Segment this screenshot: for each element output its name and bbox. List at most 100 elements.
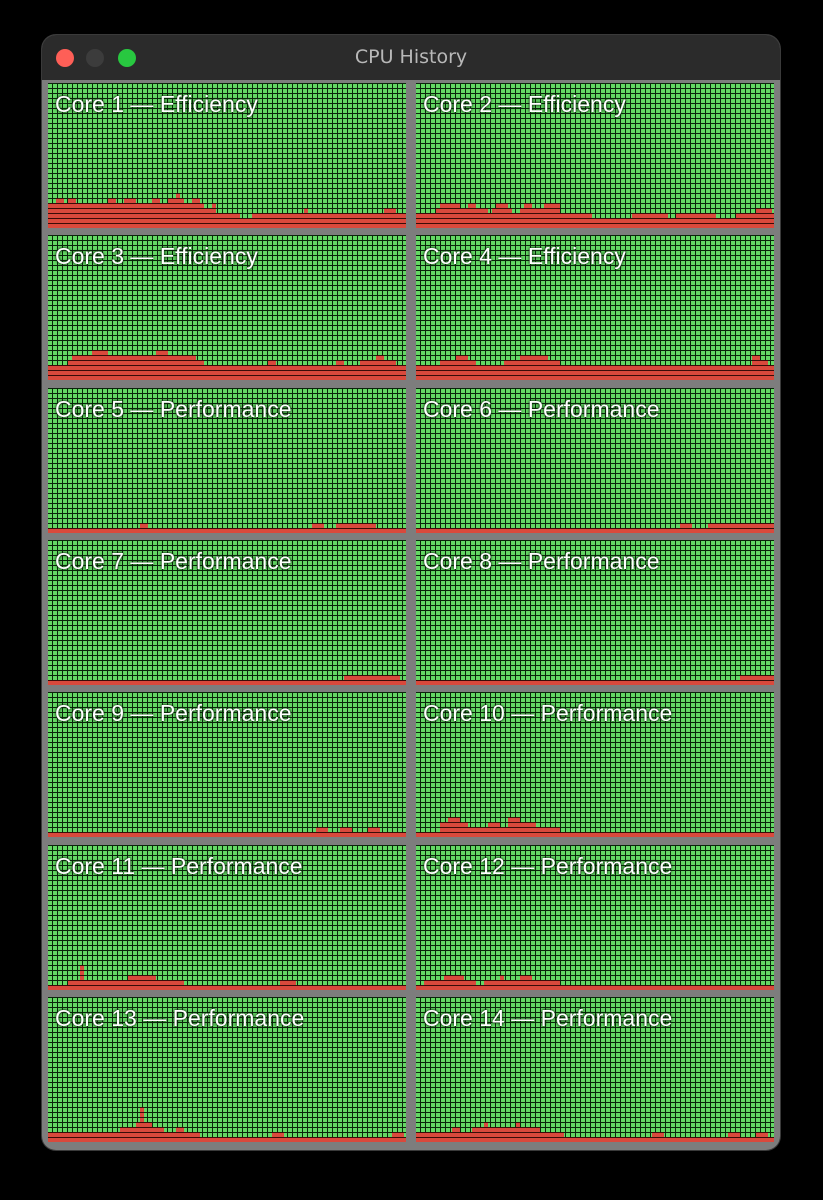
usage-bar xyxy=(244,528,248,533)
usage-bar xyxy=(212,832,216,837)
usage-bar xyxy=(616,832,620,837)
usage-bar xyxy=(704,1137,708,1142)
usage-bar xyxy=(740,365,744,380)
core-graph: Core 12 — Performance xyxy=(416,845,774,990)
usage-bar xyxy=(676,680,680,685)
usage-bar xyxy=(136,832,140,837)
usage-bar xyxy=(360,1137,364,1142)
usage-bar xyxy=(256,680,260,685)
usage-bar xyxy=(512,680,516,685)
usage-bar xyxy=(672,1137,676,1142)
usage-bar xyxy=(376,528,380,533)
usage-bar xyxy=(96,680,100,685)
usage-bar xyxy=(656,1132,660,1142)
usage-bar xyxy=(100,528,104,533)
usage-bar xyxy=(620,680,624,685)
usage-bar xyxy=(728,365,732,380)
usage-bar xyxy=(100,980,104,990)
usage-bar xyxy=(772,523,774,533)
usage-bar xyxy=(748,832,752,837)
usage-bar xyxy=(320,213,324,228)
usage-bar xyxy=(672,985,676,990)
usage-bar xyxy=(300,680,304,685)
usage-bar xyxy=(220,985,224,990)
usage-bar xyxy=(164,680,168,685)
usage-bar xyxy=(752,1137,756,1142)
usage-bar xyxy=(524,680,528,685)
usage-bar xyxy=(360,832,364,837)
title-bar[interactable]: CPU History xyxy=(42,35,780,80)
usage-bar xyxy=(132,680,136,685)
usage-bar xyxy=(756,355,760,380)
usage-bar xyxy=(704,985,708,990)
usage-bar xyxy=(236,528,240,533)
usage-bar xyxy=(212,680,216,685)
usage-bar xyxy=(620,832,624,837)
usage-bar xyxy=(208,208,212,228)
usage-bar xyxy=(672,528,676,533)
usage-bar xyxy=(124,680,128,685)
usage-bar xyxy=(184,832,188,837)
zoom-button[interactable] xyxy=(118,49,136,67)
usage-bar xyxy=(592,680,596,685)
close-button[interactable] xyxy=(56,49,74,67)
usage-bar xyxy=(180,528,184,533)
usage-bar xyxy=(524,1127,528,1142)
usage-bar xyxy=(148,832,152,837)
usage-bar xyxy=(172,528,176,533)
usage-bar xyxy=(720,523,724,533)
usage-bar xyxy=(248,1137,252,1142)
usage-bar xyxy=(712,523,716,533)
usage-bar xyxy=(80,832,84,837)
usage-bar xyxy=(112,1132,116,1142)
usage-bar xyxy=(76,355,80,380)
usage-bar xyxy=(92,1132,96,1142)
usage-bar xyxy=(496,980,500,990)
usage-bar xyxy=(584,832,588,837)
usage-bar xyxy=(444,1132,448,1142)
usage-bar xyxy=(228,365,232,380)
usage-bar xyxy=(52,365,56,380)
usage-bar xyxy=(504,1127,508,1142)
usage-bar xyxy=(384,675,388,685)
usage-bar xyxy=(92,980,96,990)
usage-bar xyxy=(108,680,112,685)
usage-bar xyxy=(92,203,96,228)
usage-bar xyxy=(364,985,368,990)
idle-grid xyxy=(48,540,406,685)
usage-bar xyxy=(68,980,72,990)
usage-bar xyxy=(608,528,612,533)
usage-bar xyxy=(132,355,136,380)
usage-bar xyxy=(440,203,444,228)
usage-bar xyxy=(372,675,376,685)
usage-bar xyxy=(472,980,476,990)
usage-bar xyxy=(284,528,288,533)
usage-bar xyxy=(592,985,596,990)
usage-bar xyxy=(168,198,172,228)
usage-bar xyxy=(136,528,140,533)
usage-bar xyxy=(128,832,132,837)
usage-bar xyxy=(248,680,252,685)
usage-bar xyxy=(224,528,228,533)
usage-bar xyxy=(168,528,172,533)
usage-bar xyxy=(684,213,688,228)
usage-bar xyxy=(548,360,552,380)
usage-bar xyxy=(452,680,456,685)
usage-bar xyxy=(352,1137,356,1142)
usage-bar xyxy=(572,1137,576,1142)
usage-bar xyxy=(564,528,568,533)
usage-bar xyxy=(516,680,520,685)
usage-bar xyxy=(468,203,472,228)
usage-bar xyxy=(588,213,592,228)
usage-bar xyxy=(364,675,368,685)
usage-bar xyxy=(444,680,448,685)
usage-bar xyxy=(748,213,752,228)
usage-bar xyxy=(448,817,452,837)
usage-bar xyxy=(396,365,400,380)
usage-bar xyxy=(760,832,764,837)
usage-bar xyxy=(576,985,580,990)
minimize-button[interactable] xyxy=(86,49,104,67)
usage-bar xyxy=(612,680,616,685)
usage-bar xyxy=(188,355,192,380)
usage-bar xyxy=(440,680,444,685)
